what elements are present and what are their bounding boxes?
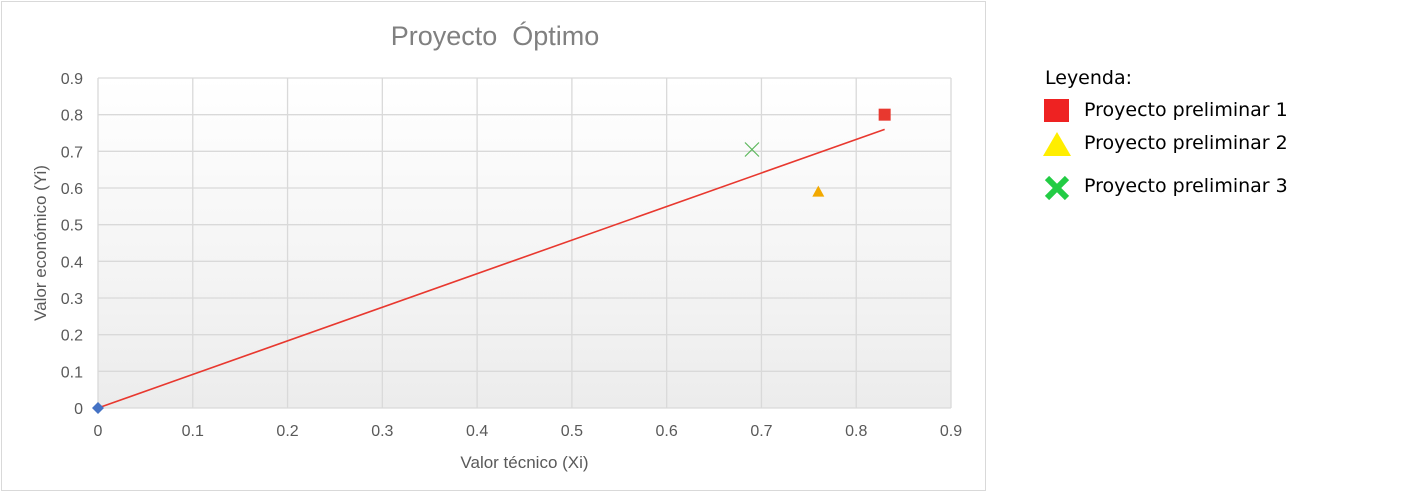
x-tick-label: 0.7 xyxy=(750,423,772,440)
x-tick-label: 0.5 xyxy=(561,423,583,440)
triangle-icon xyxy=(1043,132,1071,156)
legend-label: Proyecto preliminar 3 xyxy=(1084,175,1288,197)
chart-frame: 0 0.1 0.2 0.3 0.4 0.5 0.6 0.7 0.8 0.9 0 0.1 0.2 0.3 0.… xyxy=(1,1,986,491)
x-tick-label: 0.6 xyxy=(656,423,678,440)
x-tick-label: 0.2 xyxy=(276,423,298,440)
chart-title: Proyecto Óptimo xyxy=(391,20,600,51)
x-tick-label: 0.3 xyxy=(371,423,393,440)
y-tick-label: 0.6 xyxy=(61,181,83,198)
x-axis-label: Valor técnico (Xi) xyxy=(460,453,588,472)
legend-item-proyecto-1: Proyecto preliminar 1 xyxy=(1040,96,1400,126)
x-tick-label: 0.8 xyxy=(845,423,867,440)
data-point-diamond xyxy=(92,402,104,414)
y-tick-label: 0.4 xyxy=(61,254,83,271)
y-tick-label: 0.3 xyxy=(61,291,83,308)
x-tick-label: 0 xyxy=(94,423,103,440)
data-point-x xyxy=(744,142,760,157)
x-tick-label: 0.9 xyxy=(940,423,962,440)
y-tick-label: 0.2 xyxy=(61,328,83,345)
square-icon xyxy=(1044,99,1069,122)
x-tick-label: 0.4 xyxy=(466,423,488,440)
scatter-chart: 0 0.1 0.2 0.3 0.4 0.5 0.6 0.7 0.8 0.9 0 0.1 0.2 0.3 0.… xyxy=(31,20,962,472)
y-tick-label: 0.9 xyxy=(61,71,83,88)
data-point-triangle xyxy=(812,185,825,197)
y-axis-label: Valor económico (Yi) xyxy=(31,165,50,321)
y-tick-label: 0.1 xyxy=(61,364,83,381)
y-tick-label: 0.7 xyxy=(61,144,83,161)
plot-area xyxy=(98,78,951,408)
x-stroke xyxy=(744,142,760,157)
legend-label: Proyecto preliminar 1 xyxy=(1084,99,1288,121)
y-tick-label: 0 xyxy=(74,401,83,418)
y-tick-label: 0.5 xyxy=(61,218,83,235)
y-tick-label: 0.8 xyxy=(61,108,83,125)
data-point-square xyxy=(878,108,891,121)
trend-line xyxy=(97,128,885,409)
legend-title: Leyenda: xyxy=(1045,67,1133,89)
legend-item-proyecto-2: Proyecto preliminar 2 xyxy=(1040,129,1400,159)
legend-label: Proyecto preliminar 2 xyxy=(1084,132,1288,154)
legend-item-proyecto-3: Proyecto preliminar 3 xyxy=(1040,172,1400,202)
x-icon xyxy=(1044,175,1070,201)
x-tick-label: 0.1 xyxy=(182,423,204,440)
legend: Leyenda: Proyecto preliminar 1 Proyecto … xyxy=(1040,64,1400,214)
